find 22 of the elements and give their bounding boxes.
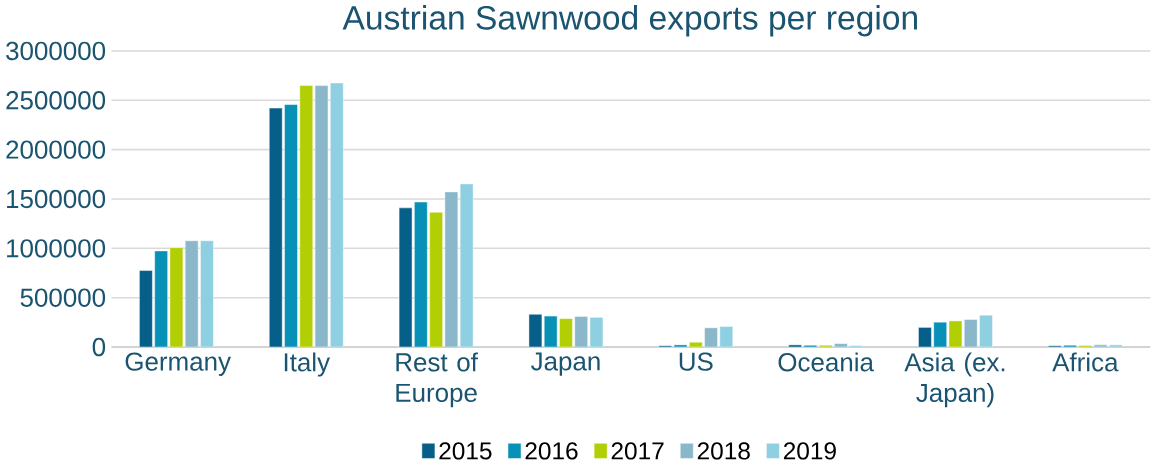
x-tick-label: Africa bbox=[1052, 352, 1119, 372]
legend-label: 2019 bbox=[783, 442, 836, 460]
x-tick-label: Germany bbox=[125, 352, 231, 377]
legend-label: 2018 bbox=[697, 442, 750, 460]
y-tick-label: 1500000 bbox=[7, 189, 106, 209]
y-tick-label: 2500000 bbox=[6, 91, 106, 110]
bar bbox=[1109, 344, 1123, 348]
y-tick-label: 500000 bbox=[20, 288, 106, 308]
x-tick-label: Oceania bbox=[778, 352, 874, 372]
legend-label: 2016 bbox=[525, 442, 578, 460]
legend-label: 2017 bbox=[611, 442, 664, 460]
y-tick-label: 0 bbox=[92, 337, 106, 357]
y-tick-label: 1000000 bbox=[7, 239, 106, 258]
y-tick-label: 2000000 bbox=[6, 140, 106, 159]
x-tick-label: Asia (ex. Japan) bbox=[904, 352, 1005, 408]
x-tick-label: US bbox=[679, 352, 713, 371]
x-tick-label: Rest of Europe bbox=[396, 352, 478, 408]
x-tick-label: Japan bbox=[531, 352, 600, 376]
x-tick-label: Italy bbox=[284, 352, 331, 377]
legend-label: 2015 bbox=[439, 442, 492, 460]
y-tick-label: 3000000 bbox=[6, 41, 106, 61]
chart-title: Austrian Sawnwood exports per region bbox=[342, 5, 917, 37]
